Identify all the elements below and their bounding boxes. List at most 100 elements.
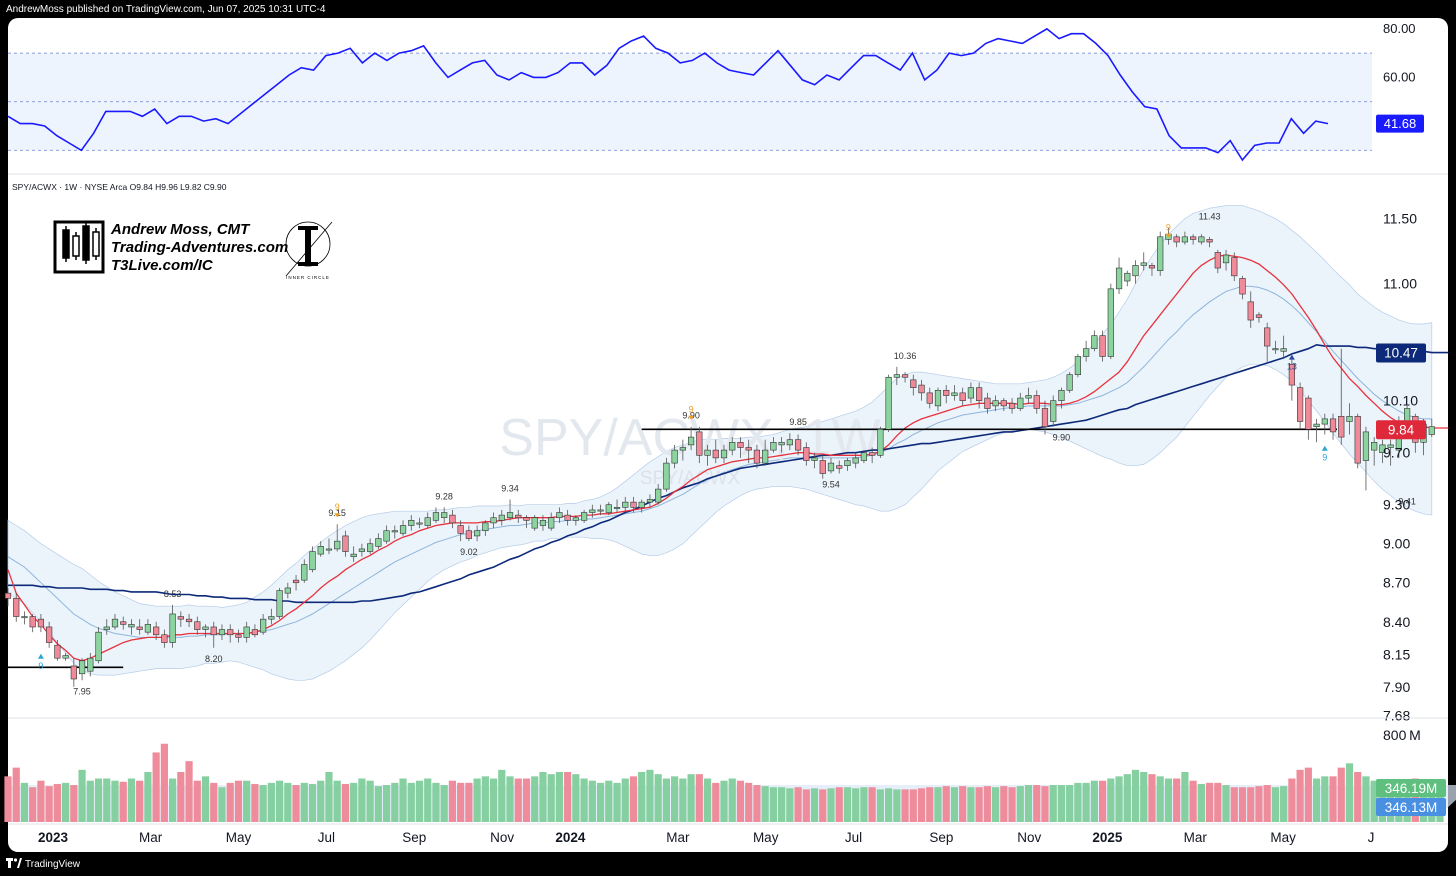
volume-bar	[827, 788, 835, 822]
candle-body	[144, 624, 152, 633]
candle-body	[1173, 236, 1180, 243]
candle	[679, 439, 686, 461]
volume-bar	[1247, 787, 1255, 822]
candle	[260, 613, 267, 635]
candle	[1148, 262, 1156, 276]
volume-bar	[177, 772, 185, 822]
volume-bar	[136, 780, 144, 822]
volume-bar	[45, 786, 53, 822]
candle-body	[745, 447, 752, 451]
volume-bar	[1148, 774, 1156, 822]
candle-body	[679, 447, 686, 451]
candle-body	[342, 535, 349, 552]
volume-bar	[78, 769, 86, 822]
candle	[251, 624, 259, 638]
candle-body	[1264, 327, 1271, 347]
volume-bar	[152, 752, 160, 822]
volume-bar	[1214, 782, 1222, 822]
tradingview-footer[interactable]: TradingView	[6, 858, 80, 870]
volume-bar	[169, 778, 177, 822]
candle-body	[696, 431, 703, 456]
candle-body	[1346, 415, 1353, 422]
candle	[663, 457, 670, 492]
volume-bar	[1345, 763, 1354, 822]
candle-body	[1379, 444, 1386, 453]
candle	[1231, 252, 1238, 282]
volume-bar	[62, 782, 70, 822]
price-tick-label: 7.90	[1383, 679, 1410, 695]
volume-bar	[1033, 785, 1041, 822]
candle	[564, 509, 571, 526]
volume-bar	[893, 789, 901, 822]
volume-bar	[1074, 782, 1082, 822]
candle	[605, 502, 612, 516]
candle	[1099, 330, 1106, 362]
candle	[1017, 392, 1024, 412]
candle-body	[794, 439, 802, 451]
time-axis: 2023 Mar May Jul Sep Nov 2024 Mar May Jul Sep Nov 20…	[38, 830, 1374, 845]
candle-body	[1371, 441, 1378, 451]
candle	[877, 426, 884, 458]
candle	[210, 621, 217, 648]
volume-bar	[901, 789, 909, 822]
candle-body	[62, 655, 69, 659]
logo-line1: Andrew Moss, CMT	[110, 221, 251, 238]
candle	[227, 624, 234, 643]
candle-body	[416, 522, 423, 525]
candle-body	[1115, 267, 1123, 290]
volume-bar	[1131, 769, 1140, 822]
td-arrow-up-icon	[37, 653, 44, 659]
candle-body	[136, 626, 143, 630]
volume-bar	[1362, 776, 1370, 822]
candle	[482, 520, 489, 536]
candle	[46, 621, 53, 648]
volume-bar	[1197, 783, 1205, 822]
td-count-label: 9	[689, 405, 694, 415]
candle-body	[325, 548, 333, 551]
candle	[465, 525, 472, 542]
candle	[885, 374, 892, 432]
candle	[1313, 418, 1320, 443]
candle-body	[309, 551, 316, 571]
volume-bar	[596, 782, 605, 822]
candle-body	[21, 616, 28, 619]
volume-bar	[1140, 772, 1148, 822]
volume-bar	[1156, 776, 1164, 822]
price-tag	[1376, 420, 1426, 440]
candle-body	[819, 460, 826, 474]
candle	[1181, 231, 1188, 245]
sma-line	[8, 343, 1449, 604]
candle-body	[1313, 423, 1320, 427]
candle-body	[498, 514, 505, 521]
volume-bar	[761, 786, 769, 822]
price-tick-label: 11.00	[1383, 276, 1417, 292]
volume-tag-label: 346.19M	[1385, 781, 1438, 796]
candle	[177, 611, 184, 627]
volume-bar	[703, 778, 712, 822]
candle	[1338, 348, 1345, 445]
volume-bar	[358, 778, 366, 822]
candle	[1140, 252, 1147, 271]
volume-bar	[942, 786, 950, 822]
price-annotation: 9.54	[822, 480, 840, 490]
volume-bar	[53, 783, 61, 822]
candle	[1354, 413, 1361, 469]
candle	[827, 457, 835, 474]
candle-body	[539, 520, 547, 526]
candle	[1008, 398, 1016, 414]
volume-bar	[909, 789, 917, 822]
candle-body	[548, 517, 555, 529]
candle-body	[720, 449, 728, 459]
candle-body	[1000, 400, 1007, 407]
candle-body	[375, 538, 382, 547]
volume-bar	[210, 782, 218, 822]
price-tick-label: 11.50	[1383, 211, 1417, 227]
candle	[622, 496, 629, 513]
volume-bar	[753, 785, 761, 822]
candle-body	[877, 428, 884, 456]
price-tag-label: 9.84	[1388, 422, 1415, 437]
candle	[1264, 322, 1271, 362]
volume-bar	[481, 776, 489, 822]
candle-body	[432, 512, 440, 521]
